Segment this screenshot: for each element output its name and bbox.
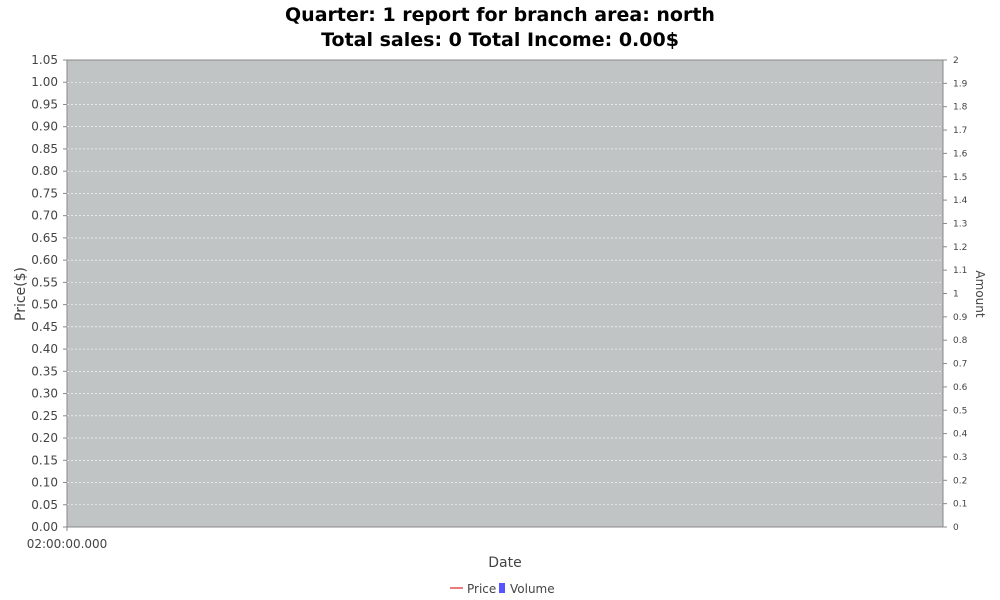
- y-tick-label: 0.70: [31, 209, 58, 223]
- chart-title: Quarter: 1 report for branch area: north: [285, 4, 715, 26]
- x-tick-label: 02:00:00.000: [27, 537, 108, 551]
- y-tick-label: 0.20: [31, 431, 58, 445]
- y2-tick-label: 1.7: [953, 126, 967, 136]
- y-tick-label: 0.35: [31, 364, 58, 378]
- y-tick-label: 0.90: [31, 120, 58, 134]
- y2-tick-label: 0.8: [953, 336, 968, 346]
- y-tick-label: 0.15: [31, 453, 58, 467]
- y-tick-label: 0.55: [31, 275, 58, 289]
- y2-tick-label: 1.4: [953, 196, 968, 206]
- y2-tick-label: 0.5: [953, 406, 967, 416]
- y2-tick-label: 0.6: [953, 383, 968, 393]
- y-tick-label: 0.75: [31, 186, 58, 200]
- y-tick-label: 0.30: [31, 387, 58, 401]
- y2-tick-label: 0.1: [953, 500, 967, 510]
- x-axis-label: Date: [488, 555, 521, 571]
- legend: Price Volume: [450, 582, 555, 596]
- y-tick-label: 0.95: [31, 97, 58, 111]
- y-tick-label: 0.80: [31, 164, 58, 178]
- y-tick-label: 0.65: [31, 231, 58, 245]
- y2-tick-label: 1.1: [953, 266, 967, 276]
- y-tick-label: 0.10: [31, 476, 58, 490]
- y2-tick-label: 1: [953, 290, 959, 300]
- y-tick-label: 0.40: [31, 342, 58, 356]
- y-tick-label: 1.05: [31, 53, 58, 67]
- y-tick-label: 0.50: [31, 298, 58, 312]
- y-tick-label: 0.85: [31, 142, 58, 156]
- y2-tick-label: 1.6: [953, 149, 968, 159]
- y2-tick-label: 2: [953, 56, 959, 66]
- y2-tick-label: 1.9: [953, 79, 968, 89]
- y-tick-label: 0.45: [31, 320, 58, 334]
- y-axis-label-left: Price($): [13, 267, 29, 321]
- legend-volume-label: Volume: [510, 582, 555, 596]
- y2-tick-label: 0.7: [953, 360, 967, 370]
- y2-tick-label: 0.2: [953, 476, 967, 486]
- y-tick-label: 0.25: [31, 409, 58, 423]
- legend-price-label: Price: [467, 582, 496, 596]
- y-axis-left: 0.00 0.05 0.10 0.15 0.20 0.25 0.30 0.35 0.40 0.45…: [31, 53, 67, 534]
- y-axis-right: 0 0.1 0.2 0.3 0.4 0.5 0.6 0.7 0.8 0.9 1 1.1 1.2 1.3 1.…: [943, 56, 968, 533]
- y-tick-label: 0.00: [31, 520, 58, 534]
- y2-tick-label: 1.3: [953, 219, 967, 229]
- y2-tick-label: 1.8: [953, 103, 968, 113]
- y2-tick-label: 0.4: [953, 430, 968, 440]
- chart-subtitle: Total sales: 0 Total Income: 0.00$: [321, 29, 679, 51]
- x-axis: 02:00:00.000: [27, 527, 108, 551]
- legend-volume-swatch: [499, 583, 505, 593]
- y2-tick-label: 0.3: [953, 453, 967, 463]
- y2-tick-label: 1.2: [953, 243, 967, 253]
- y2-tick-label: 0: [953, 523, 959, 533]
- y2-tick-label: 0.9: [953, 313, 968, 323]
- y-tick-label: 0.60: [31, 253, 58, 267]
- plot-area: [66, 59, 944, 528]
- y-tick-label: 0.05: [31, 498, 58, 512]
- y2-tick-label: 1.5: [953, 173, 967, 183]
- y-axis-label-right: Amount: [973, 270, 987, 317]
- y-tick-label: 1.00: [31, 75, 58, 89]
